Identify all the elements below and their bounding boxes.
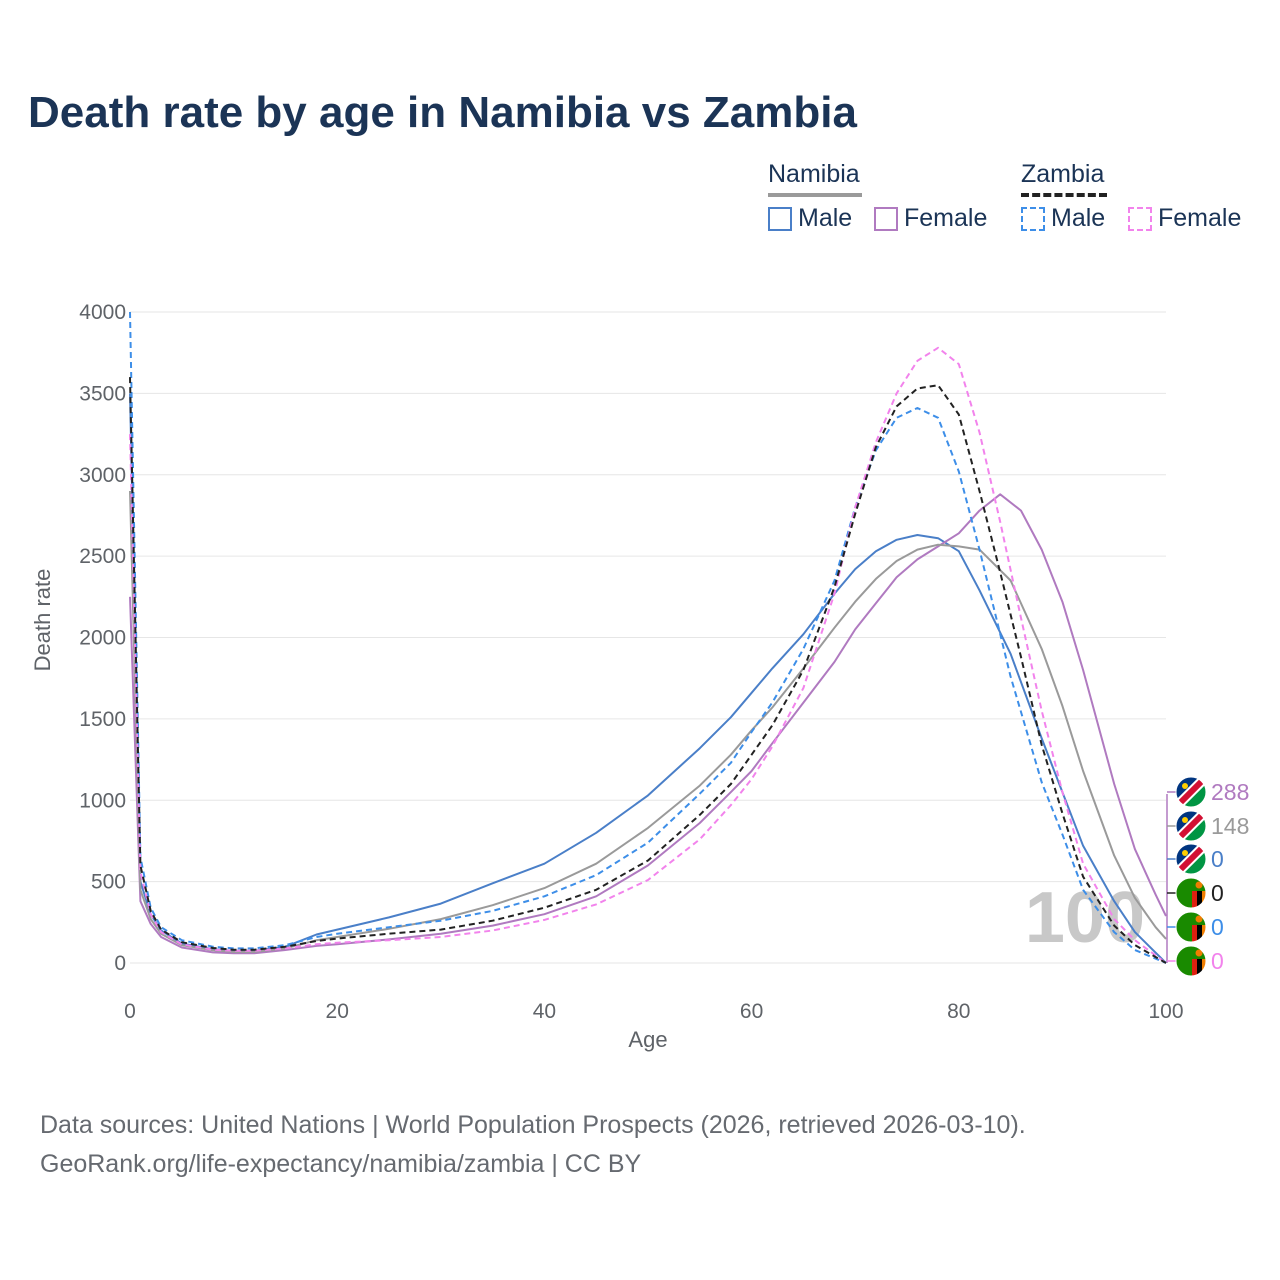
end-value-label: 0: [1211, 846, 1224, 872]
end-value-label: 288: [1211, 779, 1249, 805]
x-tick-label: 60: [740, 1000, 763, 1023]
axes: 0 500 1000 1500 2000 2500 3000 3500 4000 0 20 40 60 8…: [79, 301, 1183, 1023]
y-tick-label: 3500: [79, 382, 126, 405]
legend-group-label-namibia: Namibia: [768, 160, 860, 188]
legend-swatch-zambia-male: [1021, 206, 1045, 231]
current-age-watermark: 100: [1025, 878, 1145, 958]
legend-swatch-namibia-male: [768, 206, 792, 231]
end-flag-namibia: [1167, 843, 1207, 875]
x-tick-label: 100: [1148, 1000, 1183, 1023]
x-tick-label: 20: [326, 1000, 349, 1023]
footer-link[interactable]: GeoRank.org/life-expectancy/namibia/zamb…: [40, 1150, 642, 1178]
legend-group-zambia: Zambia: [1021, 160, 1107, 197]
end-flag-zambia: [1167, 911, 1207, 943]
legend-item-namibia-male[interactable]: Male: [768, 204, 852, 233]
series-lines: [129, 311, 1167, 964]
x-tick-label: 0: [124, 1000, 136, 1023]
y-tick-label: 1000: [79, 789, 126, 812]
legend-label-namibia-male: Male: [798, 204, 853, 232]
end-value-label: 148: [1211, 813, 1249, 839]
legend-label-zambia-male: Male: [1051, 204, 1106, 232]
x-tick-label: 40: [533, 1000, 556, 1023]
legend-label-namibia-female: Female: [904, 204, 988, 232]
x-axis-title: Age: [628, 1027, 667, 1052]
y-tick-label: 1500: [79, 708, 126, 731]
footer-source: Data sources: United Nations | World Pop…: [40, 1111, 1026, 1139]
y-tick-label: 2500: [79, 545, 126, 568]
end-flag-zambia: [1167, 945, 1207, 977]
series-line-namibia-female[interactable]: [129, 493, 1167, 955]
end-value-label: 0: [1211, 880, 1224, 906]
series-line-zambia-male[interactable]: [129, 311, 1167, 964]
end-flag-zambia: [1167, 877, 1207, 909]
end-value-label: 0: [1211, 948, 1224, 974]
x-tick-label: 80: [947, 1000, 970, 1023]
legend-swatch-namibia-female: [874, 206, 898, 231]
footer: Data sources: United Nations | World Pop…: [40, 1106, 1026, 1184]
legend-group-namibia: Namibia: [768, 160, 862, 197]
end-flag-namibia: [1167, 810, 1207, 842]
series-line-namibia-male[interactable]: [129, 393, 1167, 964]
legend-item-namibia-female[interactable]: Female: [874, 204, 987, 233]
gridlines: [130, 311, 1166, 964]
legend-group-swatch-namibia: [768, 193, 862, 197]
end-value-label: 0: [1211, 914, 1224, 940]
legend-swatch-zambia-female: [1128, 206, 1152, 231]
chart-title: Death rate by age in Namibia vs Zambia: [28, 88, 857, 137]
end-markers: 288 148 0 0 0 0: [1166, 776, 1249, 977]
y-tick-label: 4000: [79, 301, 126, 324]
legend-label-zambia-female: Female: [1158, 204, 1242, 232]
legend-item-zambia-male[interactable]: Male: [1021, 204, 1105, 233]
series-line-zambia-female[interactable]: [129, 346, 1167, 964]
y-tick-label: 500: [91, 871, 126, 894]
series-line-namibia-both[interactable]: [129, 490, 1167, 953]
end-flag-namibia: [1167, 776, 1207, 808]
legend-group-swatch-zambia: [1021, 193, 1107, 197]
legend-group-label-zambia: Zambia: [1021, 160, 1105, 188]
y-tick-label: 0: [114, 952, 126, 975]
y-tick-label: 3000: [79, 464, 126, 487]
y-axis-title: Death rate: [30, 569, 55, 672]
legend-item-zambia-female[interactable]: Female: [1128, 204, 1241, 233]
y-tick-label: 2000: [79, 627, 126, 650]
series-line-zambia-both[interactable]: [129, 377, 1167, 964]
